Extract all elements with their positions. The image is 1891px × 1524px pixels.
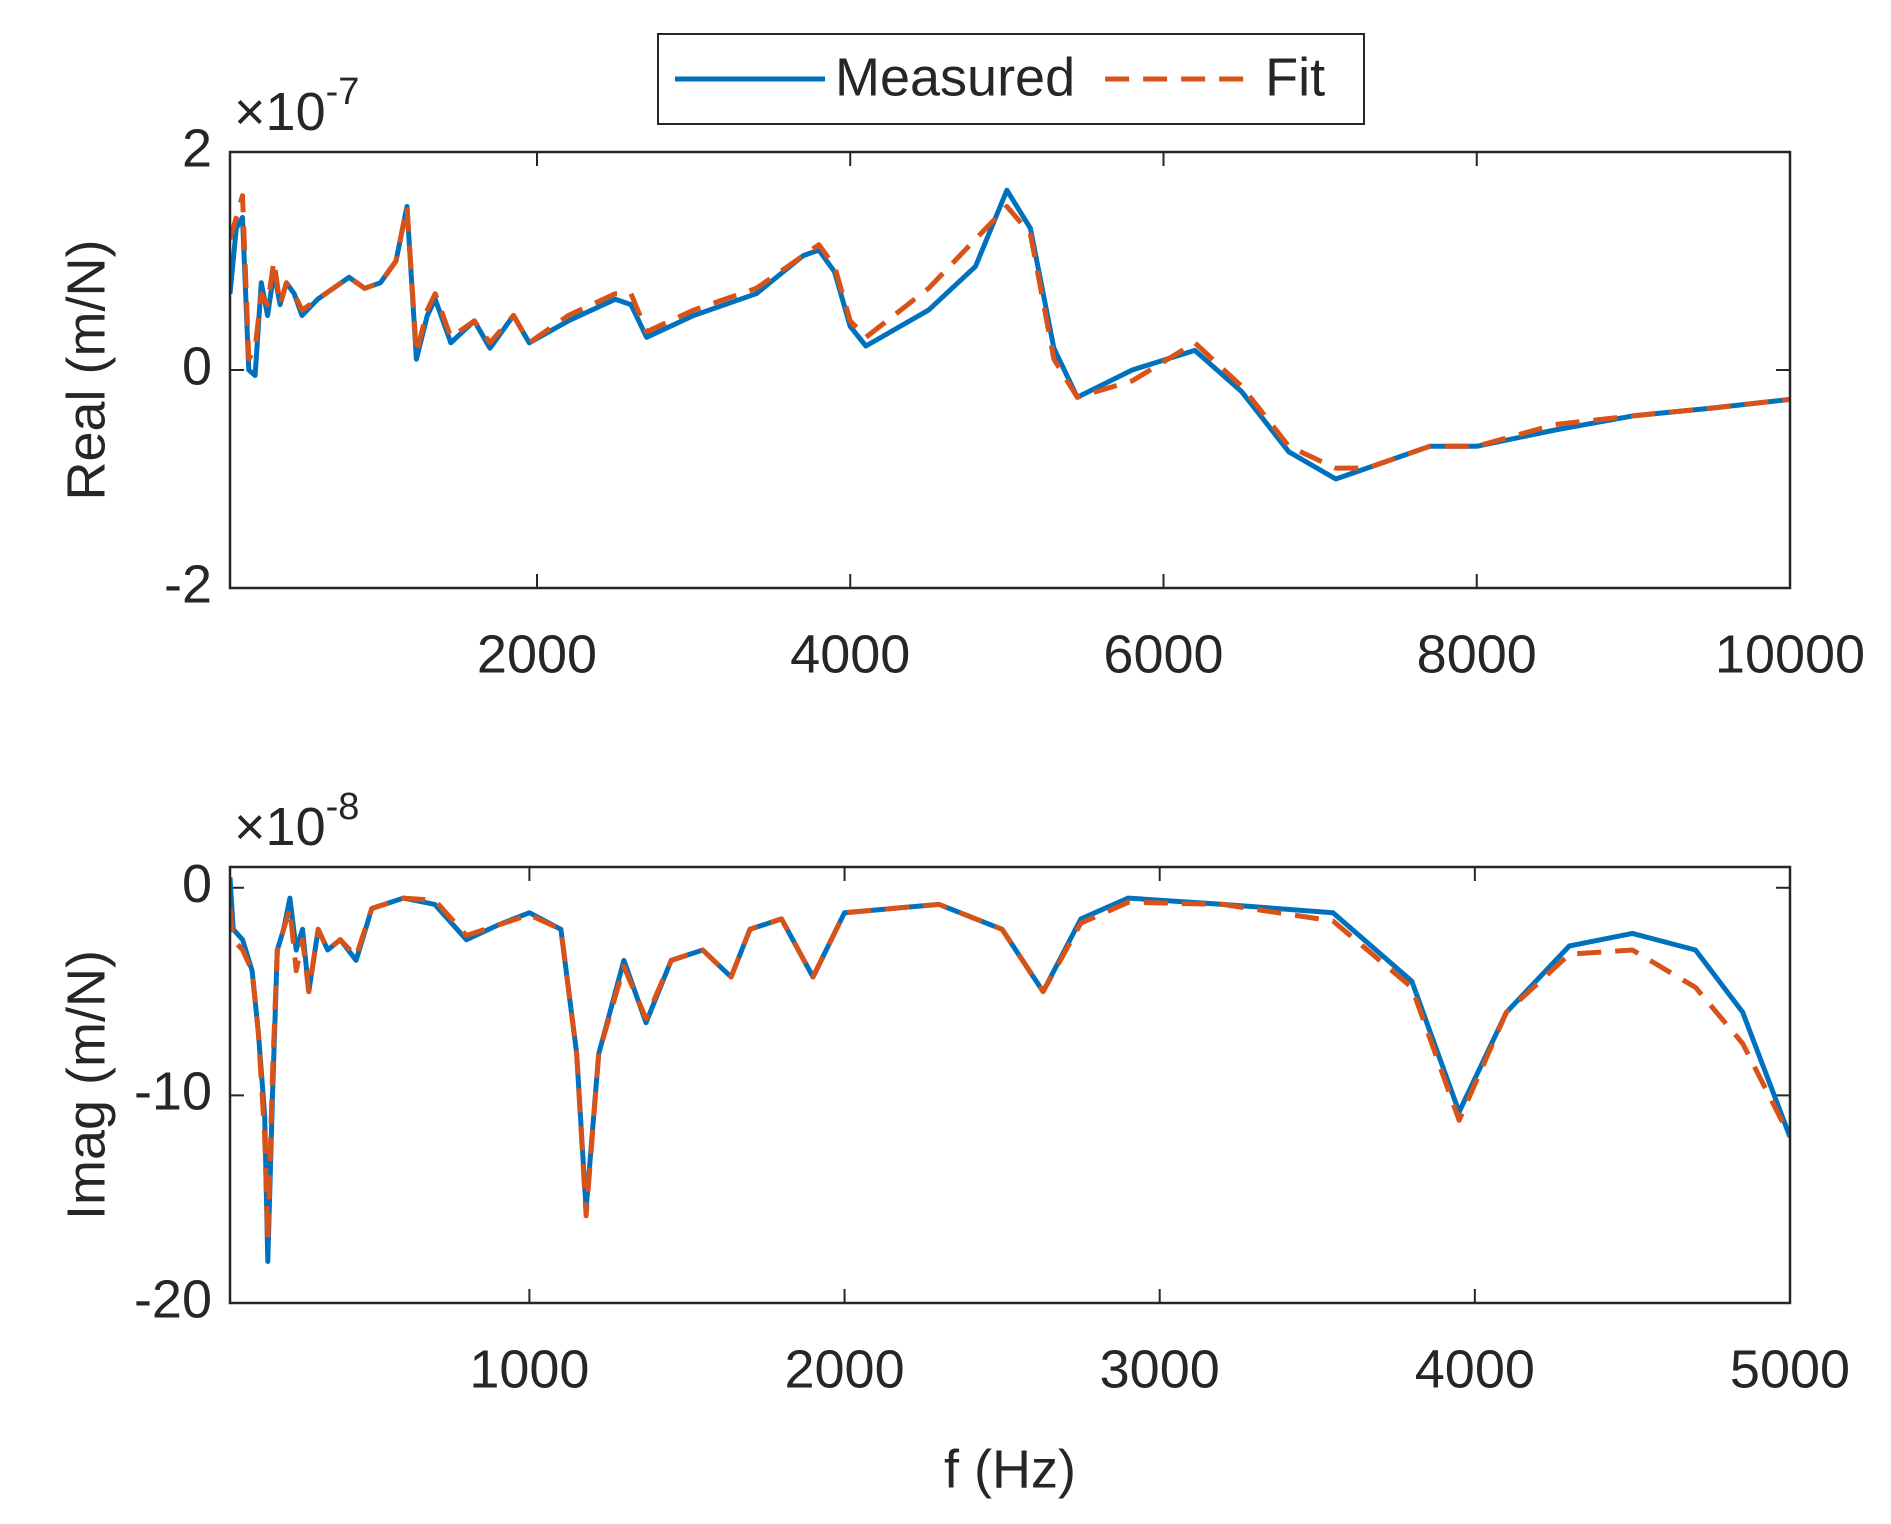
x-tick-label: 4000: [790, 624, 910, 684]
multiplier-exponent: -8: [326, 786, 360, 828]
axes-box: [228, 865, 1792, 1305]
x-tick-label: 5000: [1730, 1339, 1850, 1399]
y-tick-label: -10: [134, 1062, 212, 1122]
x-tick-label: 2000: [477, 624, 597, 684]
y-tick-label: 2: [182, 118, 212, 178]
y-tick-label: 0: [182, 336, 212, 396]
multiplier-base: ×10: [234, 797, 326, 857]
multiplier-base: ×10: [234, 82, 326, 142]
y-tick-label: 0: [182, 854, 212, 914]
data-line: [230, 193, 1790, 471]
x-tick-label: 3000: [1100, 1339, 1220, 1399]
legend-label: Measured: [835, 47, 1075, 107]
x-tick-label: 1000: [469, 1339, 589, 1399]
legend-label: Fit: [1265, 47, 1325, 107]
multiplier-exponent: -7: [326, 71, 360, 113]
y-axis-label: Imag (m/N): [56, 950, 116, 1220]
x-axis-label: f (Hz): [944, 1439, 1076, 1499]
y-tick-label: -2: [164, 554, 212, 614]
y-tick-label: -20: [134, 1269, 212, 1329]
y-axis-label: Real (m/N): [56, 239, 116, 500]
x-tick-label: 6000: [1103, 624, 1223, 684]
data-line: [230, 895, 1790, 1244]
plot-area: [230, 152, 1790, 588]
x-tick-label: 2000: [784, 1339, 904, 1399]
y-multiplier: ×10-7: [234, 71, 359, 142]
y-multiplier: ×10-8: [234, 786, 359, 857]
axes-box: [228, 150, 1792, 590]
x-tick-label: 4000: [1415, 1339, 1535, 1399]
x-tick-label: 8000: [1417, 624, 1537, 684]
x-tick-label: 10000: [1715, 624, 1865, 684]
